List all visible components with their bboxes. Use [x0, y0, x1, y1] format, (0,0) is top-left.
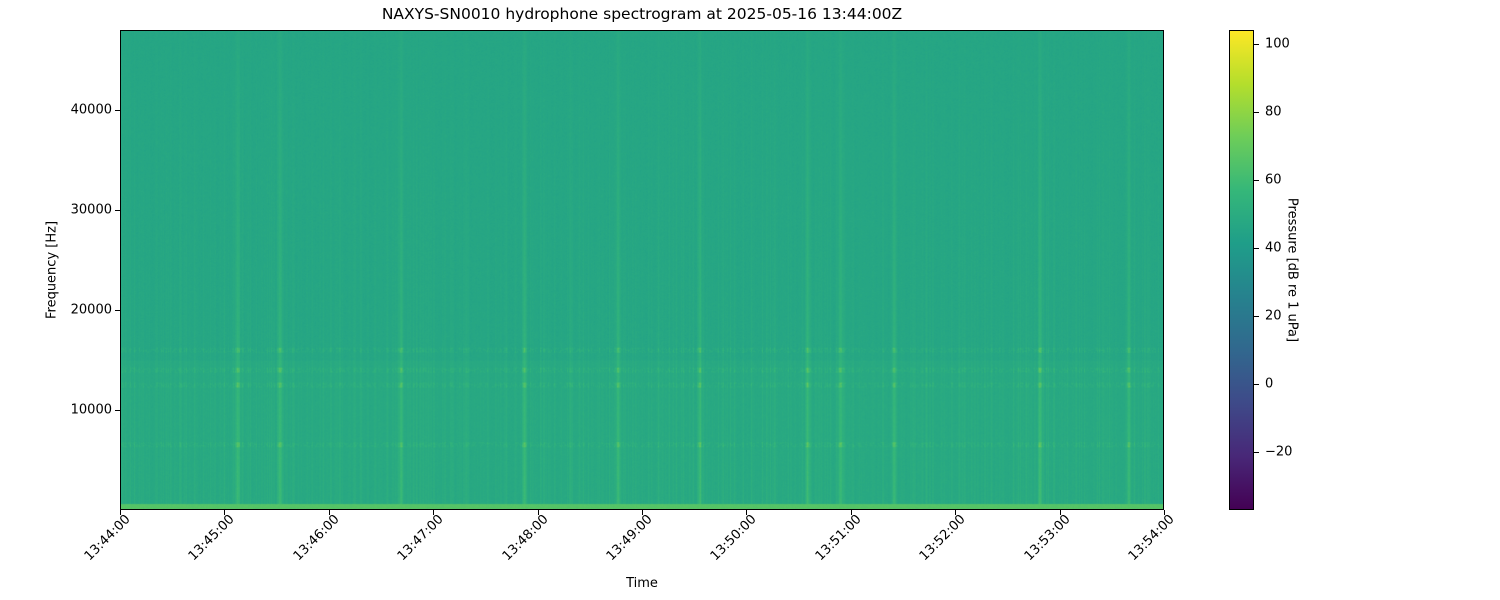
colorbar-tick-mark — [1254, 179, 1259, 181]
colorbar-tick-label: 100 — [1265, 36, 1290, 52]
x-tick-label: 13:45:00 — [186, 512, 238, 564]
x-tick-mark — [224, 510, 226, 515]
x-tick-mark — [328, 510, 330, 515]
x-axis-label: Time — [626, 576, 658, 591]
x-tick-mark — [642, 510, 643, 515]
x-tick-label: 13:46:00 — [290, 512, 343, 564]
x-tick-label: 13:52:00 — [916, 512, 969, 564]
x-tick-label: 13:53:00 — [1021, 512, 1074, 564]
x-tick-label: 13:44:00 — [81, 512, 134, 564]
colorbar-tick-label: 40 — [1265, 240, 1282, 256]
y-tick-mark — [115, 110, 120, 111]
colorbar-label: Pressure [dB re 1 uPa] — [1284, 197, 1300, 343]
colorbar — [1229, 30, 1254, 510]
y-axis-label: Frequency [Hz] — [44, 220, 60, 320]
colorbar-tick-label: 80 — [1265, 104, 1282, 120]
x-tick-mark — [537, 510, 539, 515]
y-tick-label: 40000 — [70, 102, 112, 118]
colorbar-tick-mark — [1254, 111, 1259, 113]
x-tick-label: 13:48:00 — [499, 512, 552, 564]
colorbar-tick-label: 20 — [1265, 308, 1282, 324]
colorbar-tick-mark — [1254, 452, 1259, 454]
x-tick-mark — [850, 510, 852, 515]
colorbar-tick-mark — [1254, 43, 1259, 45]
x-tick-label: 13:49:00 — [603, 512, 656, 564]
x-tick-label: 13:54:00 — [1125, 512, 1178, 564]
colorbar-tick-label: −20 — [1265, 444, 1293, 460]
y-tick-mark — [115, 310, 120, 311]
colorbar-tick-label: 0 — [1265, 376, 1274, 392]
y-tick-label: 30000 — [70, 202, 112, 218]
x-tick-mark — [746, 510, 748, 515]
colorbar-tick-mark — [1254, 384, 1259, 386]
x-tick-mark — [1164, 510, 1165, 515]
y-tick-mark — [115, 210, 120, 211]
chart-title: NAXYS-SN0010 hydrophone spectrogram at 2… — [381, 5, 903, 23]
x-tick-mark — [955, 510, 957, 515]
x-tick-mark — [433, 510, 435, 515]
colorbar-tick-mark — [1254, 247, 1259, 249]
y-tick-label: 10000 — [70, 402, 112, 418]
colorbar-tick-label: 60 — [1265, 172, 1282, 188]
x-tick-mark — [1059, 510, 1061, 515]
x-tick-label: 13:50:00 — [708, 512, 760, 564]
x-tick-label: 13:51:00 — [812, 512, 865, 564]
y-tick-label: 20000 — [70, 302, 112, 318]
spectrogram-plot-area — [120, 30, 1164, 510]
colorbar-tick-mark — [1254, 315, 1259, 317]
x-tick-label: 13:47:00 — [394, 512, 447, 564]
x-tick-mark — [120, 510, 121, 515]
spectrogram-heatmap — [121, 31, 1163, 509]
y-tick-mark — [115, 410, 120, 411]
